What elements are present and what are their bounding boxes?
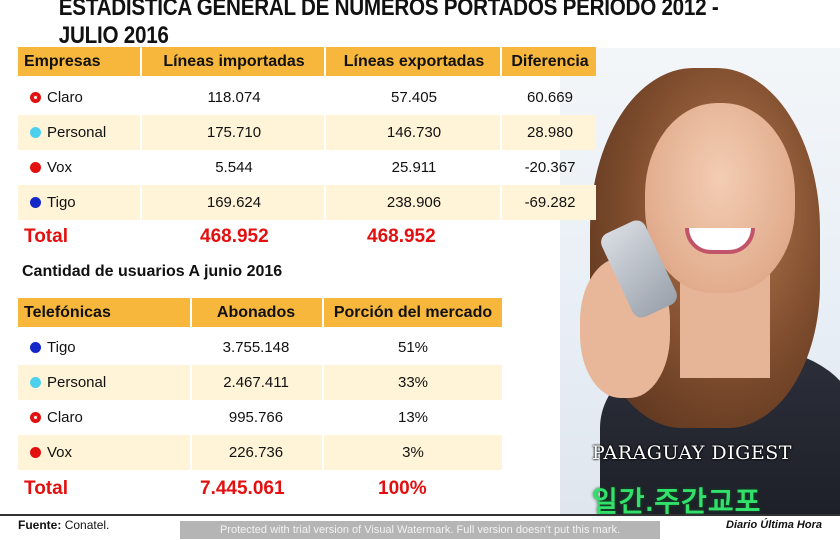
table-row: Vox 226.736 3%: [18, 435, 502, 470]
paraguay-digest-watermark: PARAGUAY DIGEST: [592, 442, 792, 464]
vox-dot-icon: [30, 162, 41, 173]
section-subtitle: Cantidad de usuarios A junio 2016: [22, 263, 283, 280]
table1-total-imported: 468.952: [200, 226, 269, 247]
col-empresas: Empresas: [24, 52, 101, 70]
claro-ring-icon: [30, 412, 41, 423]
table-row: Vox 5.544 25.911 -20.367: [18, 150, 596, 185]
table2-total-subscribers: 7.445.061: [200, 478, 285, 499]
col-porcion-mercado: Porción del mercado: [333, 303, 493, 321]
col-abonados: Abonados: [216, 303, 296, 321]
publisher-credit: Diario Última Hora: [726, 519, 822, 531]
korean-watermark: 일간.주간교포: [592, 486, 762, 517]
table2-total-share: 100%: [378, 478, 427, 499]
trial-watermark-notice: Protected with trial version of Visual W…: [180, 521, 660, 539]
table1-total-label: Total: [24, 226, 68, 247]
table-row: Tigo 3.755.148 51%: [18, 330, 502, 365]
table-row: Tigo 169.624 238.906 -69.282: [18, 185, 596, 220]
table1-total-exported: 468.952: [367, 226, 436, 247]
table-row: Personal 2.467.411 33%: [18, 365, 502, 400]
col-telefonicas: Telefónicas: [24, 303, 111, 321]
source-credit: Fuente: Conatel.: [18, 518, 110, 532]
tigo-dot-icon: [30, 342, 41, 353]
vox-dot-icon: [30, 447, 41, 458]
table-row: Personal 175.710 146.730 28.980: [18, 115, 596, 150]
table-row: Claro 995.766 13%: [18, 400, 502, 435]
page-title: ESTADÍSTICA GENERAL DE NÚMEROS PORTADOS …: [58, 0, 719, 49]
tigo-dot-icon: [30, 197, 41, 208]
personal-dot-icon: [30, 127, 41, 138]
personal-dot-icon: [30, 377, 41, 388]
woman-on-phone-photo: [560, 48, 840, 516]
table2-total-label: Total: [24, 478, 68, 499]
table-row: Claro 118.074 57.405 60.669: [18, 80, 596, 115]
market-table-header: Telefónicas Abonados Porción del mercado: [18, 298, 502, 327]
col-lineas-importadas: Líneas importadas: [163, 52, 305, 70]
footer-divider: [0, 514, 840, 540]
portability-table-header: Empresas Líneas importadas Líneas export…: [18, 47, 596, 76]
claro-ring-icon: [30, 92, 41, 103]
col-lineas-exportadas: Líneas exportadas: [343, 52, 485, 70]
col-diferencia: Diferencia: [511, 52, 589, 70]
